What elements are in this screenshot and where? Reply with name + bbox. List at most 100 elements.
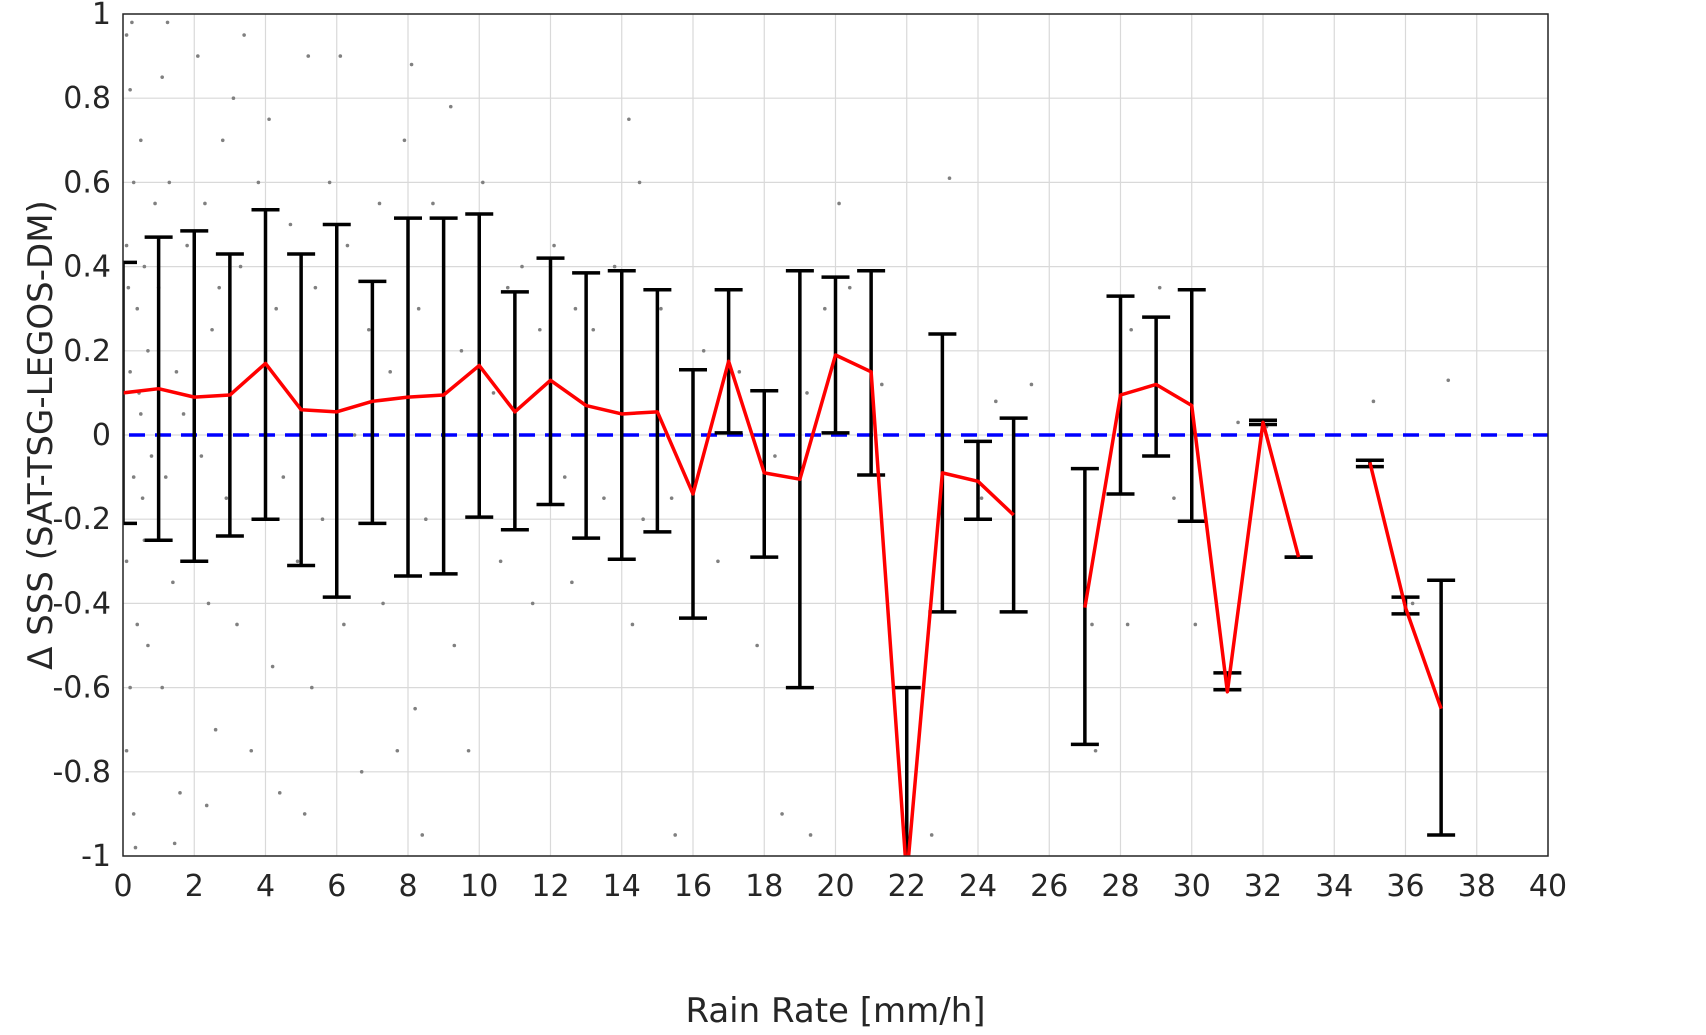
y-tick-label: 1 <box>92 0 111 32</box>
scatter-point <box>466 748 471 753</box>
scatter-point <box>270 664 275 669</box>
scatter-point <box>1125 622 1130 627</box>
scatter-point <box>847 285 852 290</box>
scatter-point <box>367 327 371 332</box>
scatter-point <box>808 833 813 837</box>
y-tick-label: 0 <box>92 418 111 453</box>
scatter-point <box>1193 622 1198 627</box>
scatter-point <box>172 841 177 846</box>
scatter-point <box>139 412 143 416</box>
scatter-point <box>737 370 742 374</box>
scatter-point <box>773 454 777 458</box>
scatter-point <box>612 264 617 269</box>
scatter-point <box>128 87 132 92</box>
scatter-point <box>174 370 179 374</box>
scatter-point <box>238 264 243 269</box>
x-tick-label: 36 <box>1386 869 1424 904</box>
scatter-point <box>313 285 318 290</box>
scatter-point <box>165 20 170 25</box>
scatter-point <box>130 20 134 25</box>
y-tick-label: 0.4 <box>63 250 111 285</box>
mean-series-line <box>1083 382 1301 694</box>
scatter-point <box>409 62 414 67</box>
x-tick-label: 0 <box>113 869 132 904</box>
scatter-point <box>124 243 129 248</box>
plot-frame <box>122 13 1549 857</box>
scatter-point <box>755 643 759 648</box>
error-bars <box>123 208 1456 856</box>
scatter-point <box>994 399 998 404</box>
y-tick-label: 0.8 <box>63 81 111 116</box>
y-tick-label: -1 <box>81 839 111 874</box>
scatter-point <box>459 349 464 353</box>
scatter-point <box>780 812 784 816</box>
x-tick-label: 14 <box>603 869 641 904</box>
scatter-point <box>805 391 809 395</box>
scatter-point <box>256 180 261 185</box>
scatter-point <box>420 833 425 837</box>
scatter-point <box>947 176 952 180</box>
x-tick-label: 34 <box>1315 869 1353 904</box>
scatter-point <box>880 382 884 387</box>
scatter-point <box>204 803 209 808</box>
x-tick-label: 12 <box>531 869 569 904</box>
scatter-point <box>210 327 214 332</box>
scatter-point <box>377 201 382 206</box>
scatter-point <box>206 601 211 606</box>
scatter-point <box>267 117 271 122</box>
scatter-point <box>538 327 542 332</box>
scatter-point <box>306 54 311 58</box>
scatter-point <box>1090 622 1094 627</box>
scatter-point <box>570 580 574 585</box>
scatter-point <box>630 622 635 627</box>
scatter-point <box>452 643 457 648</box>
scatter-point <box>135 306 140 311</box>
scatter-point <box>126 285 131 290</box>
scatter-point <box>281 475 286 479</box>
scatter-point <box>352 433 357 437</box>
scatter-point <box>217 285 221 290</box>
scatter-point <box>481 180 485 185</box>
scatter-point <box>199 454 204 458</box>
scatter-point <box>1446 378 1451 383</box>
scatter-point <box>185 243 189 248</box>
scatter-point <box>669 496 674 500</box>
scatter-point <box>359 770 364 774</box>
scatter-point <box>1157 285 1162 290</box>
scatter-point <box>149 454 154 458</box>
error-bar <box>1142 315 1171 458</box>
scatter-point <box>277 791 282 795</box>
scatter-point <box>163 475 168 479</box>
scatter-point <box>402 138 407 143</box>
scatter-point <box>1371 399 1376 404</box>
x-tick-label: 24 <box>959 869 997 904</box>
y-axis-label: Δ SSS (SAT-TSG-LEGOS-DM) <box>21 200 61 670</box>
x-tick-label: 16 <box>674 869 712 904</box>
x-tick-label: 32 <box>1244 869 1282 904</box>
scatter-point <box>627 117 631 122</box>
y-tick-label: 0.6 <box>63 165 111 200</box>
scatter-point <box>153 201 157 206</box>
scatter-point <box>530 601 535 606</box>
x-tick-labels: 0 2 4 6 8 10 12 14 16 18 20 22 24 26 28 30 32 34 36 38 40 <box>113 869 1567 904</box>
scatter-point <box>302 812 307 816</box>
mean-series-line <box>1368 461 1443 710</box>
x-tick-label: 4 <box>256 869 275 904</box>
scatter-point <box>181 412 186 416</box>
scatter-point <box>591 327 596 332</box>
scatter-point <box>128 685 132 690</box>
scatter-point <box>131 475 136 479</box>
scatter-point <box>295 559 300 564</box>
scatter-point <box>220 138 225 143</box>
y-tick-label: 0.2 <box>63 334 111 369</box>
scatter-point <box>249 748 254 753</box>
scatter-point <box>448 104 453 109</box>
scatter-point <box>224 496 229 500</box>
scatter-point <box>342 622 346 627</box>
error-bar <box>123 260 137 526</box>
scatter-point <box>520 264 524 269</box>
x-tick-label: 10 <box>460 869 498 904</box>
x-tick-label: 30 <box>1173 869 1211 904</box>
x-tick-label: 28 <box>1101 869 1139 904</box>
